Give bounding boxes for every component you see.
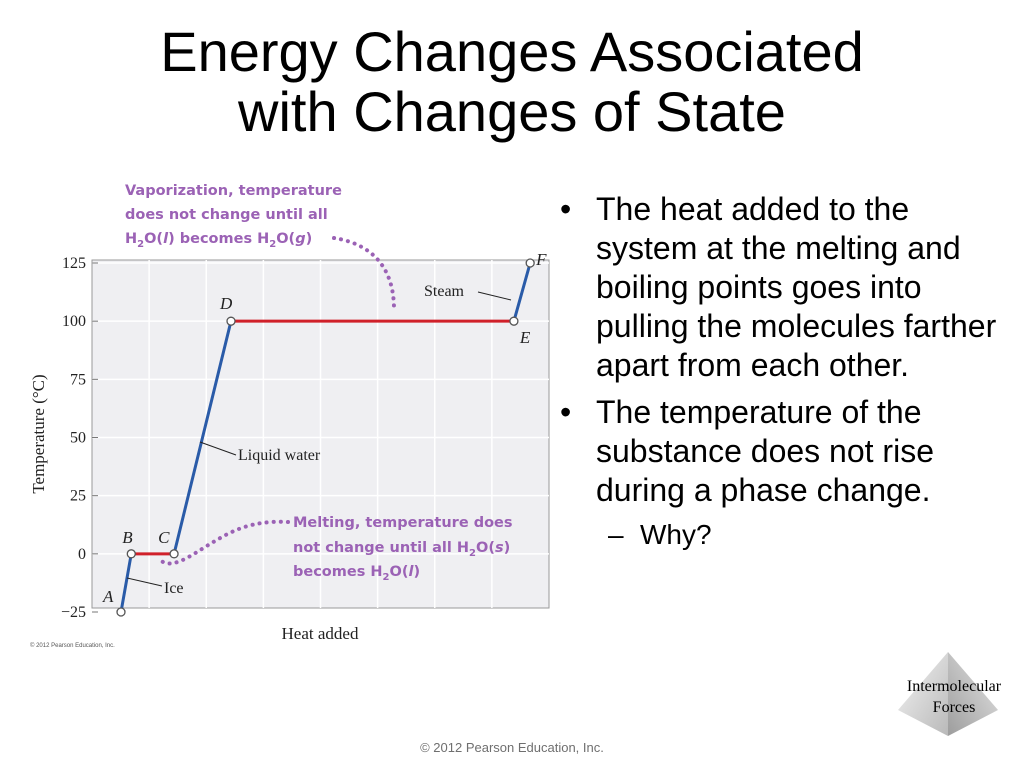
point-d bbox=[226, 316, 236, 326]
curve-segments bbox=[119, 261, 532, 614]
curve-segment-ab bbox=[119, 552, 133, 614]
logo-text: Intermolecular Forces bbox=[890, 676, 1018, 718]
melting-dotted-arrow bbox=[156, 519, 290, 566]
point-c bbox=[169, 549, 179, 559]
sub-bullet-item: – Why? bbox=[556, 518, 1016, 552]
y-tick-label: 100 bbox=[62, 313, 86, 330]
bullet-item-1: • The heat added to the system at the me… bbox=[556, 190, 1016, 385]
point-label-a: A bbox=[102, 587, 114, 606]
vaporization-annotation-line-1: Vaporization, temperature bbox=[125, 183, 342, 199]
y-tick-label: 75 bbox=[70, 371, 86, 388]
footer-copyright: © 2012 Pearson Education, Inc. bbox=[420, 740, 604, 755]
bullet-text-1: The heat added to the system at the melt… bbox=[596, 191, 997, 383]
curve-segment-cd bbox=[172, 319, 233, 556]
y-axis-ticks: 125 100 75 50 25 0 −25 bbox=[61, 255, 98, 621]
point-f bbox=[525, 258, 535, 268]
title-line-1: Energy Changes Associated bbox=[160, 20, 864, 83]
point-label-f: F bbox=[535, 250, 547, 269]
steam-label: Steam bbox=[424, 283, 465, 300]
liquid-water-label: Liquid water bbox=[238, 447, 321, 464]
title-line-2: with Changes of State bbox=[238, 80, 786, 143]
grid-lines bbox=[92, 260, 549, 613]
sub-bullet-text: Why? bbox=[640, 519, 712, 550]
point-label-d: D bbox=[219, 294, 233, 313]
heating-curve-chart: 125 100 75 50 25 0 −25 Vaporization, temperatu… bbox=[29, 183, 550, 643]
x-axis-label: Heat added bbox=[282, 624, 359, 643]
y-tick-label: 25 bbox=[70, 488, 86, 505]
bullet-text-2: The temperature of the substance does no… bbox=[596, 394, 934, 508]
curve-points: A B C D E F bbox=[102, 250, 547, 617]
dash-symbol-icon: – bbox=[608, 519, 624, 550]
y-tick-label: 0 bbox=[78, 546, 86, 563]
vaporization-annotation-line-3: H2O(l) becomes H2O(g) bbox=[125, 231, 312, 250]
ice-callout-line bbox=[126, 577, 163, 587]
pyramid-logo-icon bbox=[898, 652, 998, 736]
bullet-symbol-icon: • bbox=[560, 191, 572, 227]
slide-title: Energy Changes Associated with Changes o… bbox=[0, 22, 1024, 142]
ice-label: Ice bbox=[164, 580, 184, 597]
point-e bbox=[509, 316, 519, 326]
melting-annotation-line-1: Melting, temperature does bbox=[293, 515, 513, 531]
steam-callout-line bbox=[477, 291, 512, 301]
vaporization-annotation-line-2: does not change until all bbox=[125, 207, 328, 223]
point-label-b: B bbox=[122, 528, 133, 547]
logo-line-2: Forces bbox=[932, 699, 976, 716]
bullet-item-2: • The temperature of the substance does … bbox=[556, 393, 1016, 510]
point-b bbox=[126, 549, 136, 559]
logo-line-1: Intermolecular bbox=[906, 678, 1002, 695]
point-label-e: E bbox=[519, 328, 531, 347]
y-axis-label: Temperature (°C) bbox=[29, 374, 48, 493]
figure-credit: © 2012 Pearson Education, Inc. bbox=[30, 643, 115, 649]
y-tick-label: 125 bbox=[62, 255, 86, 272]
point-a bbox=[116, 607, 126, 617]
bullet-list: • The heat added to the system at the me… bbox=[556, 190, 1016, 552]
bullet-symbol-icon: • bbox=[560, 394, 572, 430]
melting-annotation-line-2: not change until all H2O(s) bbox=[293, 540, 510, 559]
y-tick-label: −25 bbox=[61, 604, 86, 621]
curve-segment-ef bbox=[512, 261, 532, 323]
vaporization-dotted-arrow bbox=[332, 236, 397, 314]
y-tick-label: 50 bbox=[70, 430, 86, 447]
liquid-callout-line bbox=[199, 441, 237, 456]
point-label-c: C bbox=[158, 528, 170, 547]
